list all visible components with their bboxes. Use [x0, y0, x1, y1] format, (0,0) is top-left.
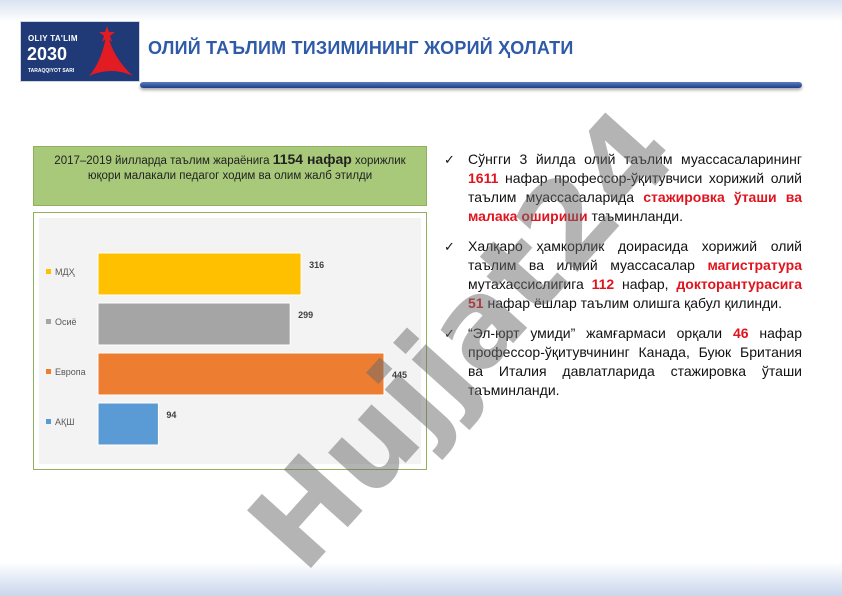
title-underline: [140, 82, 802, 88]
chart-area: 316 МДҲ 299 Осиё 445 Европа 94 АҚШ: [39, 218, 421, 464]
logo-line-2: 2030: [27, 44, 68, 64]
check-icon: ✓: [444, 239, 455, 254]
bullet-highlight: стажировка ўташи ва малака ошириши: [468, 189, 802, 224]
legend-swatch: [46, 319, 51, 324]
logo-swoosh-icon: [89, 26, 133, 76]
bullet-highlight: 46: [732, 325, 749, 341]
bar-chart: 316 МДҲ 299 Осиё 445 Европа 94 АҚШ: [46, 252, 407, 446]
logo-line-3: TARAQQIYOT SARI: [28, 68, 75, 74]
info-text-after: хорижлик юқори малакали педагог ходим ва…: [87, 155, 406, 182]
bullet-text: нафар профессор-ўқитувчиси хорижий олий …: [468, 170, 802, 205]
bullet-text: Сўнгги 3 йилда олий таълим муассасаларин…: [468, 151, 802, 167]
info-text-before: 2017–2019 йилларда таълим жараёнига: [54, 155, 273, 167]
data-label: 299: [298, 310, 313, 320]
top-gradient-band: [0, 0, 842, 22]
bullet-highlight: 1611: [468, 170, 499, 186]
legend-swatch: [46, 419, 51, 424]
logo: OLIY TA'LIM 2030 TARAQQIYOT SARI: [20, 21, 140, 82]
bottom-gradient-band: [0, 562, 842, 596]
bullet-text: “Эл-юрт умиди” жамғармаси орқали: [468, 325, 733, 341]
bullet-item: ✓ Сўнгги 3 йилда олий таълим муассасалари…: [444, 150, 802, 226]
bar-3: [97, 402, 159, 446]
bullet-text: таъминланди.: [587, 208, 684, 224]
bullet-highlight: 112: [591, 276, 615, 292]
bar-2: [97, 352, 385, 396]
bullet-text: нафар,: [614, 276, 677, 292]
chart-frame: 316 МДҲ 299 Осиё 445 Европа 94 АҚШ: [33, 212, 427, 470]
legend-label: АҚШ: [55, 417, 75, 427]
bullet-item: ✓ “Эл-юрт умиди” жамғармаси орқали 46 наф…: [444, 324, 802, 400]
legend-label: Европа: [55, 367, 86, 377]
bullet-item: ✓ Халқаро ҳамкорлик доирасида хорижий оли…: [444, 237, 802, 313]
data-label: 445: [392, 370, 407, 380]
bullet-text: нафар ёшлар таълим олишга қабул қилинди.: [483, 295, 783, 311]
info-box: 2017–2019 йилларда таълим жараёнига 1154…: [33, 146, 427, 206]
data-label: 316: [309, 260, 324, 270]
legend-swatch: [46, 269, 51, 274]
bullet-highlight: магистратура: [707, 257, 802, 273]
check-icon: ✓: [444, 152, 455, 167]
bullet-text: мутахассислигига: [468, 276, 592, 292]
bullet-highlight: докторантурасига 51: [468, 276, 802, 311]
data-label: 94: [166, 410, 176, 420]
bar-0: [97, 252, 302, 296]
info-highlight: 1154 нафар: [272, 151, 352, 167]
legend-label: Осиё: [55, 317, 77, 327]
legend-label: МДҲ: [55, 267, 75, 277]
logo-line-1: OLIY TA'LIM: [28, 34, 78, 43]
bullet-text: нафар профессор-ўқитувчининг Канада, Бую…: [468, 325, 803, 398]
bar-1: [97, 302, 291, 346]
check-icon: ✓: [444, 326, 455, 341]
page-title: ОЛИЙ ТАЪЛИМ ТИЗИМИНИНГ ЖОРИЙ ҲОЛАТИ: [148, 38, 574, 58]
bullet-list: ✓ Сўнгги 3 йилда олий таълим муассасалари…: [444, 150, 802, 411]
bullet-text: Халқаро ҳамкорлик доирасида хорижий олий…: [468, 238, 802, 273]
legend-swatch: [46, 369, 51, 374]
